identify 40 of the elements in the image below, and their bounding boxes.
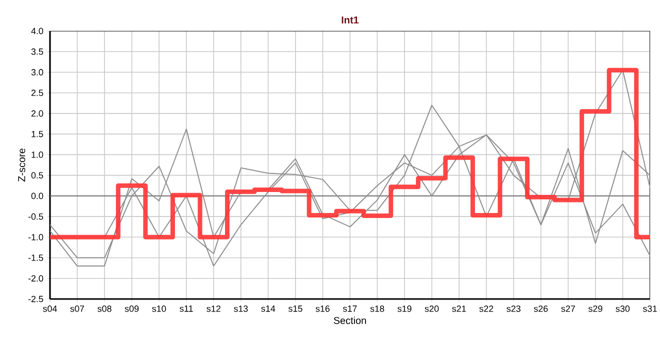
y-tick-label: -2.0 [28, 275, 44, 282]
y-tick-label: 4.0 [31, 28, 44, 34]
y-tick-label: -0.5 [28, 213, 44, 220]
x-tick-label: s26 [534, 306, 548, 312]
y-tick-label: 3.0 [31, 69, 44, 76]
x-tick-label: s16 [316, 306, 330, 312]
y-tick-label: -1.0 [28, 234, 44, 240]
y-tick-label: 0.5 [31, 172, 44, 178]
x-tick-label: s21 [452, 306, 466, 312]
x-tick-label: s31 [643, 306, 657, 312]
x-axis-title: Section [334, 316, 366, 324]
y-tick-label: 2.5 [31, 90, 44, 96]
y-tick-label: 3.5 [31, 48, 44, 55]
x-tick-label: s08 [98, 306, 112, 312]
x-tick-label: s30 [616, 306, 630, 312]
x-tick-label: s07 [70, 306, 84, 312]
x-tick-label: s04 [43, 306, 57, 312]
x-tick-label: s15 [288, 306, 302, 312]
y-tick-label: 2.0 [31, 110, 44, 117]
x-tick-label: s19 [398, 306, 412, 312]
x-tick-label: s18 [370, 306, 384, 312]
y-tick-label: 1.5 [32, 130, 44, 138]
x-tick-label: s12 [206, 306, 220, 312]
x-tick-label: s27 [561, 306, 575, 312]
x-tick-label: s10 [152, 306, 166, 312]
y-tick-label: 0.0 [31, 192, 44, 200]
x-tick-label: s29 [588, 306, 602, 312]
x-tick-label: s14 [261, 306, 276, 312]
y-tick-label: 1.0 [32, 152, 44, 158]
x-tick-label: s22 [479, 306, 494, 312]
chart-title: Int1 [342, 16, 359, 24]
y-axis-title: Z-score [18, 148, 26, 182]
x-tick-label: s09 [124, 306, 139, 312]
y-tick-label: -1.5 [28, 254, 44, 261]
x-tick-label: s23 [506, 306, 520, 312]
y-tick-label: -2.5 [28, 296, 44, 302]
x-tick-label: s17 [343, 306, 357, 312]
x-tick-label: s20 [424, 306, 439, 312]
x-tick-label: s13 [234, 306, 248, 312]
x-tick-label: s11 [180, 306, 193, 312]
